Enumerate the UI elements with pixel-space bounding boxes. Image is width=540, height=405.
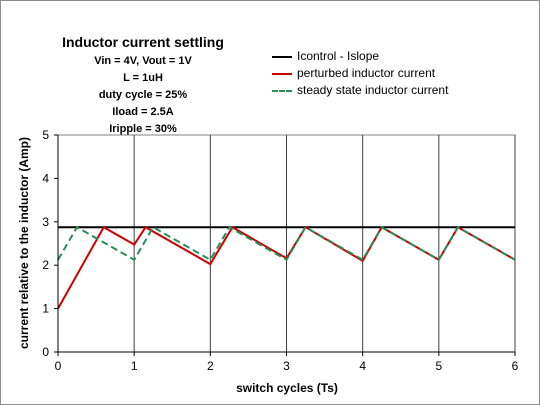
x-axis-title: switch cycles (Ts) (236, 381, 338, 395)
y-tick-label: 4 (42, 171, 49, 185)
chart-subtitle-line: L = 1uH (123, 72, 163, 84)
x-tick-label: 4 (359, 359, 366, 373)
x-tick-label: 1 (131, 359, 138, 373)
chart-subtitle-line: Iripple = 30% (109, 123, 177, 135)
y-axis-title: current relative to the inductor (Amp) (17, 137, 31, 349)
grid (133, 135, 516, 352)
y-tick-label: 1 (42, 302, 49, 316)
legend-item: Icontrol - Islope (266, 48, 516, 65)
chart-title-block: Inductor current settling Vin = 4V, Vout… (45, 34, 241, 138)
x-tick-label: 2 (207, 359, 214, 373)
y-tick-label: 2 (42, 258, 49, 272)
chart-subtitle-line: duty cycle = 25% (98, 89, 188, 101)
x-tick-label: 0 (55, 359, 62, 373)
legend-label: perturbed inductor current (297, 66, 436, 80)
x-tick-label: 3 (283, 359, 290, 373)
x-tick-label: 5 (435, 359, 442, 373)
series-line-steady-state (57, 225, 516, 262)
axes: 0 1 2 3 4 5 0 1 2 3 4 5 6 (42, 128, 518, 373)
legend-label: Icontrol - Islope (297, 49, 380, 63)
chart-subtitle-line: Iload = 2.5A (112, 106, 174, 118)
chart-subtitle-line: Vin = 4V, Vout = 1V (94, 55, 192, 67)
legend-swatch-steady-state (272, 90, 292, 92)
legend: Icontrol - Islope perturbed inductor cur… (266, 48, 516, 99)
legend-swatch-icontrol (272, 56, 292, 58)
legend-item: steady state inductor current (266, 82, 516, 99)
series-lines (57, 225, 516, 310)
legend-swatch-perturbed (272, 73, 292, 75)
y-tick-label: 5 (42, 128, 49, 142)
chart-title: Inductor current settling (62, 34, 224, 50)
y-tick-label: 0 (42, 345, 49, 359)
legend-item: perturbed inductor current (266, 65, 516, 82)
legend-label: steady state inductor current (297, 83, 449, 97)
x-tick-label: 6 (512, 359, 519, 373)
y-tick-label: 3 (42, 215, 49, 229)
